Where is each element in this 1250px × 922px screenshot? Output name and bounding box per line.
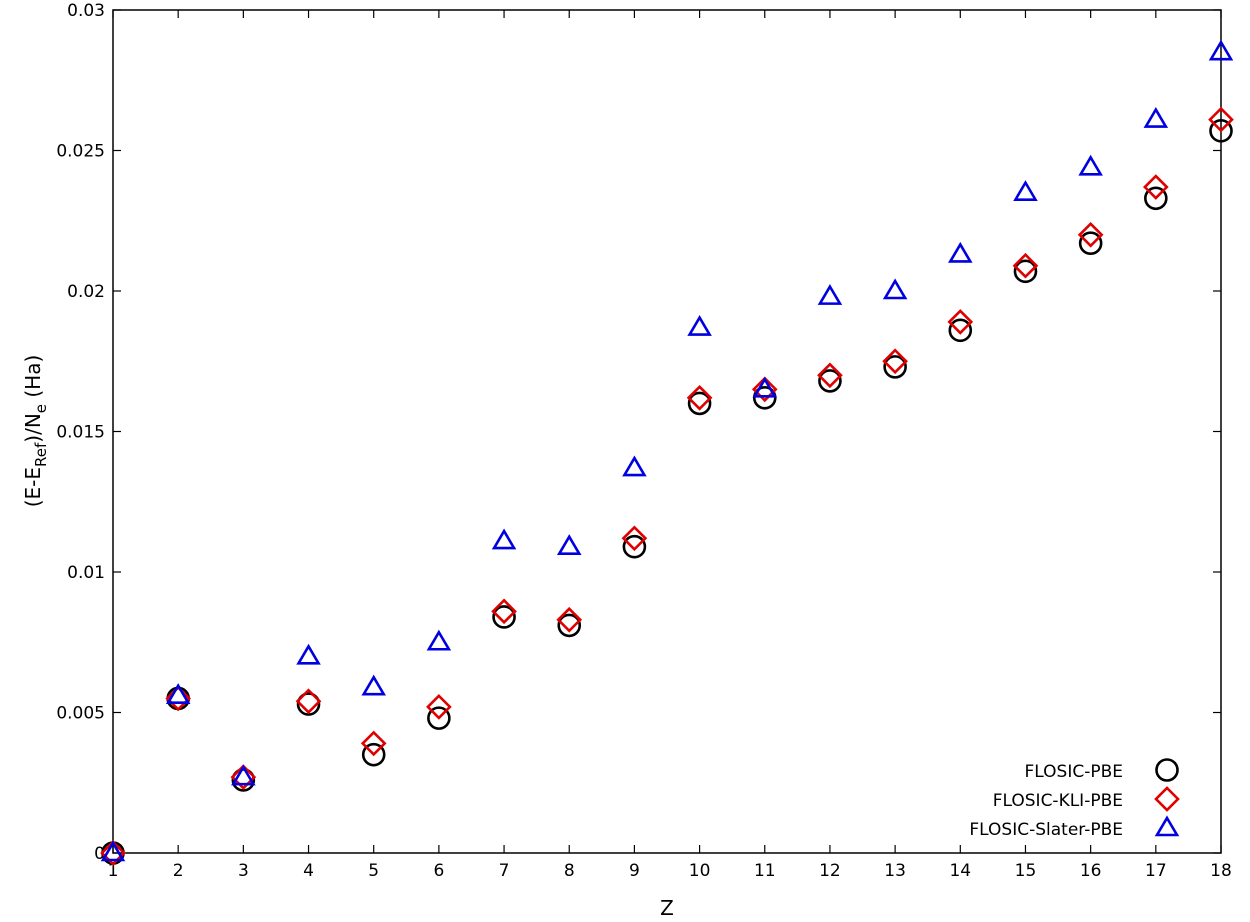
- x-tick-label: 18: [1210, 861, 1232, 881]
- data-point-triangle: [622, 455, 647, 477]
- data-point-diamond: [1208, 106, 1234, 133]
- x-tick-label: 2: [173, 861, 184, 881]
- x-tick-label: 9: [629, 861, 640, 881]
- data-point-diamond: [686, 384, 713, 411]
- legend-marker-diamond: [1154, 786, 1180, 812]
- legend-label-slater: FLOSIC-Slater-PBE: [969, 820, 1123, 840]
- data-point-triangle: [1078, 154, 1103, 176]
- x-tick-label: 1: [108, 861, 119, 881]
- y-tick-label: 0.015: [56, 423, 105, 443]
- y-tick-label: 0.005: [56, 704, 105, 724]
- data-point-diamond: [1012, 252, 1039, 279]
- data-point-triangle: [426, 629, 452, 651]
- y-axis-label-sub2: e: [32, 404, 50, 413]
- data-point-circle: [492, 605, 516, 629]
- data-point-diamond: [621, 525, 648, 552]
- data-point-triangle: [1013, 180, 1038, 201]
- data-point-circle: [622, 534, 647, 559]
- y-axis-label-mid: )/N: [21, 413, 45, 443]
- data-point-diamond: [556, 606, 583, 633]
- tick-labels: 1 2 3 4 5 6 7 8 9 10 11 12 13 14 15 16 17 1800.0050.010.0…: [56, 1, 1231, 881]
- data-point-circle: [1144, 186, 1168, 211]
- data-point-circle: [557, 613, 582, 638]
- data-point-diamond: [100, 840, 126, 866]
- x-tick-label: 8: [564, 861, 575, 881]
- data-point-triangle: [752, 376, 778, 398]
- data-point-circle: [1078, 231, 1103, 256]
- data-point-triangle: [165, 683, 191, 704]
- data-point-diamond: [295, 688, 322, 715]
- data-point-triangle: [296, 643, 321, 665]
- x-tick-label: 11: [754, 861, 776, 881]
- plot-frame: [112, 9, 1222, 854]
- data-point-triangle: [1143, 107, 1169, 128]
- data-point-circle: [818, 369, 842, 393]
- x-tick-label: 4: [303, 861, 314, 881]
- legend-label-pbe: FLOSIC-PBE: [1025, 762, 1124, 782]
- data-point-triangle: [1208, 39, 1234, 61]
- data-point-diamond: [1142, 174, 1169, 200]
- y-axis-label: (E-ERef)/Ne (Ha): [21, 355, 50, 508]
- x-axis-label: Z: [660, 896, 674, 920]
- data-point-diamond: [1077, 221, 1104, 248]
- data-point-circle: [948, 318, 973, 343]
- x-tick-label: 12: [819, 861, 841, 881]
- x-tick-label: 3: [238, 861, 249, 881]
- data-point-triangle: [491, 528, 517, 550]
- data-point-triangle: [948, 241, 973, 263]
- data-point-triangle: [100, 840, 126, 862]
- legend-marker-circle: [1155, 758, 1179, 782]
- data-point-diamond: [426, 694, 452, 720]
- data-point-diamond: [360, 730, 387, 757]
- data-point-triangle: [687, 314, 712, 336]
- ticks: [112, 9, 1222, 854]
- x-tick-label: 6: [433, 861, 444, 881]
- y-axis-label-suffix: (Ha): [21, 355, 45, 404]
- y-tick-label: 0.03: [67, 1, 105, 21]
- data-point-diamond: [230, 764, 257, 790]
- y-axis-label-sub1: Ref: [32, 442, 50, 467]
- data-point-diamond: [165, 685, 192, 712]
- x-tick-label: 15: [1015, 861, 1037, 881]
- legend-marker-triangle: [1154, 815, 1180, 837]
- data-point-diamond: [491, 598, 517, 625]
- data-points: [100, 39, 1234, 866]
- legend: FLOSIC-PBE FLOSIC-KLI-PBE FLOSIC-Slater-…: [969, 758, 1180, 840]
- data-point-triangle: [556, 534, 582, 556]
- data-point-circle: [1013, 259, 1038, 284]
- data-point-triangle: [361, 674, 386, 696]
- x-tick-label: 10: [689, 861, 711, 881]
- data-point-diamond: [817, 362, 843, 389]
- x-tick-label: 7: [499, 861, 510, 881]
- data-point-diamond: [947, 309, 974, 335]
- x-tick-label: 5: [368, 861, 379, 881]
- x-tick-label: 13: [884, 861, 906, 881]
- y-tick-label: 0.01: [67, 563, 105, 583]
- y-axis-label-prefix: (E-E: [21, 467, 45, 507]
- y-tick-label: 0.02: [67, 282, 105, 302]
- data-point-circle: [296, 692, 321, 716]
- legend-label-kli: FLOSIC-KLI-PBE: [993, 791, 1123, 811]
- data-point-circle: [1209, 119, 1233, 143]
- data-point-triangle: [882, 278, 908, 300]
- data-point-circle: [361, 742, 386, 767]
- data-point-circle: [427, 706, 451, 730]
- data-point-triangle: [231, 764, 256, 786]
- data-point-diamond: [882, 348, 908, 375]
- legend-markers: [1154, 758, 1180, 837]
- y-tick-label: 0.025: [56, 142, 105, 162]
- data-point-diamond: [751, 376, 778, 403]
- x-tick-label: 14: [949, 861, 971, 881]
- data-point-triangle: [817, 284, 843, 305]
- x-tick-label: 16: [1080, 861, 1102, 881]
- data-point-circle: [687, 391, 712, 416]
- y-tick-label: 0: [94, 844, 105, 864]
- data-point-circle: [883, 355, 907, 379]
- data-point-circle: [752, 385, 777, 410]
- x-tick-label: 17: [1145, 861, 1167, 881]
